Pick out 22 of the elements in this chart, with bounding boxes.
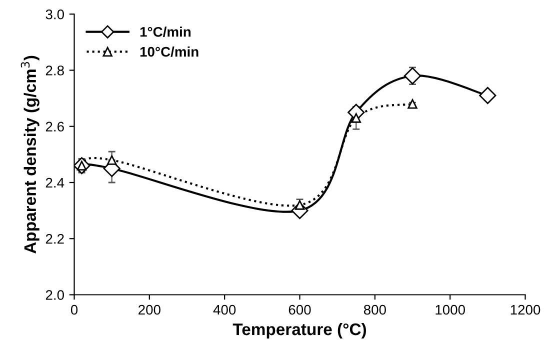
y-tick-label: 3.0 xyxy=(46,9,64,20)
x-tick-label: 200 xyxy=(138,304,160,315)
y-tick-label: 2.2 xyxy=(46,234,64,244)
point xyxy=(106,155,117,165)
point xyxy=(404,67,422,84)
point xyxy=(479,86,496,104)
point xyxy=(351,113,361,123)
x-tick-label: 0 xyxy=(70,304,78,315)
legend-label: 1°C/min xyxy=(140,26,191,37)
x-tick-label: 1200 xyxy=(510,304,540,315)
y-tick-label: 2.0 xyxy=(46,290,64,300)
x-tick-label: 600 xyxy=(288,304,311,315)
y-axis-title: Apparent density (g/cm$^{3}$) xyxy=(20,56,40,254)
x-tick-label: 400 xyxy=(213,304,236,315)
y-tick-label: 2.6 xyxy=(46,122,64,132)
legend-label: 10°C/min xyxy=(140,46,198,57)
point xyxy=(408,99,418,109)
y-tick-label: 2.4 xyxy=(46,178,64,188)
x-tick-label: 1000 xyxy=(436,304,465,315)
x-tick-label: 800 xyxy=(364,304,386,315)
x-axis-title: Temperature (°C) xyxy=(232,322,366,339)
y-tick-label: 2.8 xyxy=(46,66,64,76)
